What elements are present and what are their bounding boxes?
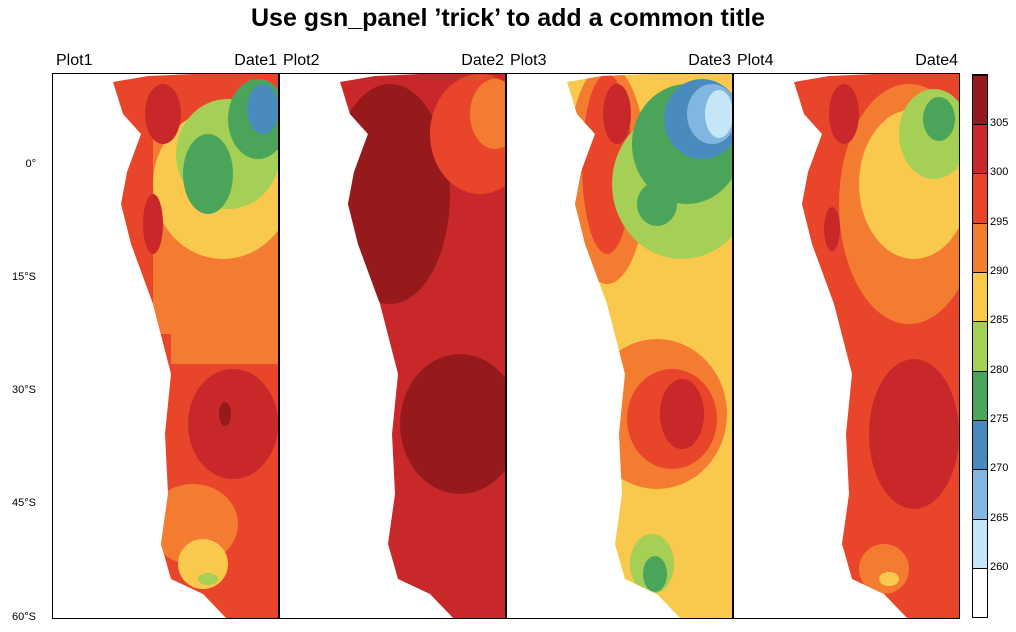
colorbar-label-270: 270	[990, 462, 1009, 474]
map-panel-3	[506, 73, 733, 619]
colorbar-segment	[973, 519, 987, 568]
colorbar-segment	[973, 371, 987, 420]
colorbar-label-300: 300	[990, 166, 1009, 178]
colorbar-segment	[973, 272, 987, 321]
colorbar-segment	[973, 75, 987, 124]
colorbar-segment	[973, 124, 987, 173]
panel1-right-label: Date1	[234, 52, 277, 69]
map-panel-4	[733, 73, 960, 619]
lat-label-60s: 60°S	[12, 611, 36, 623]
colorbar-label-265: 265	[990, 512, 1009, 524]
colorbar-label-295: 295	[990, 216, 1009, 228]
lat-label-0: 0°	[25, 158, 36, 170]
colorbar-label-305: 305	[990, 117, 1009, 129]
colorbar	[972, 74, 988, 618]
colorbar-segment	[973, 420, 987, 469]
colorbar-segment	[973, 321, 987, 371]
lat-label-30s: 30°S	[12, 384, 36, 396]
colorbar-label-280: 280	[990, 364, 1009, 376]
colorbar-segment	[973, 173, 987, 223]
panel2-left-label: Plot2	[283, 52, 320, 69]
panel4-left-label: Plot4	[737, 52, 774, 69]
panel1-left-label: Plot1	[56, 52, 93, 69]
lat-label-45s: 45°S	[12, 497, 36, 509]
lat-label-15s: 15°S	[12, 271, 36, 283]
map-panel-1	[52, 73, 279, 619]
colorbar-label-260: 260	[990, 561, 1009, 573]
panel4-right-label: Date4	[915, 52, 958, 69]
colorbar-segment	[973, 568, 987, 617]
colorbar-label-275: 275	[990, 413, 1009, 425]
panel3-right-label: Date3	[688, 52, 731, 69]
panel2-right-label: Date2	[461, 52, 504, 69]
colorbar-segment	[973, 469, 987, 519]
page-title: Use gsn_panel ’trick’ to add a common ti…	[250, 4, 765, 32]
map-panel-2	[279, 73, 506, 619]
colorbar-segment	[973, 223, 987, 272]
colorbar-label-290: 290	[990, 265, 1009, 277]
colorbar-label-285: 285	[990, 314, 1009, 326]
panel3-left-label: Plot3	[510, 52, 547, 69]
